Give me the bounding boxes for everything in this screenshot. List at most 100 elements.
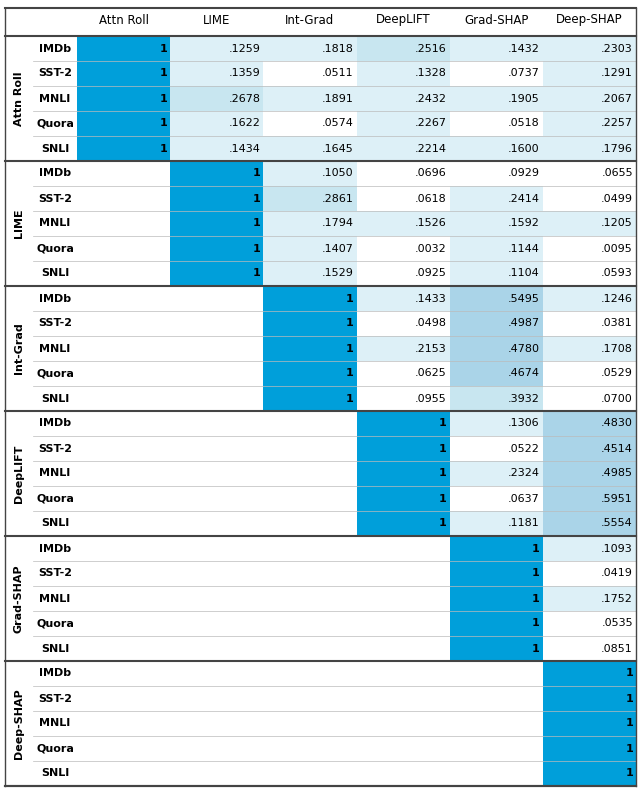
Text: .1526: .1526 — [415, 219, 447, 228]
Text: .4780: .4780 — [508, 344, 540, 353]
Text: 1: 1 — [439, 494, 447, 503]
Text: .2414: .2414 — [508, 194, 540, 204]
Bar — [543, 486, 636, 511]
Bar — [356, 136, 450, 161]
Text: .0637: .0637 — [508, 494, 540, 503]
Text: .2153: .2153 — [415, 344, 447, 353]
Text: .0518: .0518 — [508, 118, 540, 129]
Bar — [356, 186, 450, 211]
Bar — [450, 161, 543, 186]
Text: .0574: .0574 — [322, 118, 353, 129]
Text: .2432: .2432 — [415, 93, 447, 103]
Text: MNLI: MNLI — [40, 593, 70, 604]
Bar — [543, 511, 636, 536]
Text: .1104: .1104 — [508, 269, 540, 279]
Bar — [450, 411, 543, 436]
Bar — [543, 436, 636, 461]
Bar — [543, 386, 636, 411]
Bar — [356, 461, 450, 486]
Bar — [543, 186, 636, 211]
Text: .5554: .5554 — [601, 518, 633, 529]
Text: .1093: .1093 — [601, 544, 633, 554]
Text: SNLI: SNLI — [41, 144, 69, 153]
Text: SNLI: SNLI — [41, 769, 69, 778]
Bar — [450, 486, 543, 511]
Bar — [356, 536, 450, 561]
Text: Grad-SHAP: Grad-SHAP — [14, 564, 24, 633]
Bar — [356, 636, 450, 661]
Text: 1: 1 — [625, 769, 633, 778]
Text: .2257: .2257 — [601, 118, 633, 129]
Text: .4985: .4985 — [601, 468, 633, 479]
Bar — [263, 686, 356, 711]
Bar — [263, 461, 356, 486]
Bar — [450, 286, 543, 311]
Text: DeepLIFT: DeepLIFT — [376, 13, 430, 27]
Bar — [263, 236, 356, 261]
Text: .1259: .1259 — [228, 43, 260, 54]
Bar — [450, 186, 543, 211]
Bar — [450, 536, 543, 561]
Text: .1752: .1752 — [601, 593, 633, 604]
Bar — [170, 736, 263, 761]
Text: SNLI: SNLI — [41, 269, 69, 279]
Text: .0700: .0700 — [601, 393, 633, 404]
Bar — [450, 736, 543, 761]
Bar — [450, 686, 543, 711]
Bar — [77, 336, 170, 361]
Text: 1: 1 — [439, 419, 447, 428]
Text: 1: 1 — [159, 118, 167, 129]
Bar — [450, 561, 543, 586]
Bar — [77, 411, 170, 436]
Bar — [263, 261, 356, 286]
Text: SST-2: SST-2 — [38, 69, 72, 78]
Text: .2067: .2067 — [601, 93, 633, 103]
Bar — [356, 561, 450, 586]
Text: .2267: .2267 — [415, 118, 447, 129]
Bar — [356, 111, 450, 136]
Bar — [77, 211, 170, 236]
Text: 1: 1 — [532, 644, 540, 653]
Text: .0498: .0498 — [415, 318, 447, 329]
Text: .0593: .0593 — [601, 269, 633, 279]
Bar — [170, 261, 263, 286]
Bar — [450, 111, 543, 136]
Text: .1529: .1529 — [322, 269, 353, 279]
Bar — [356, 611, 450, 636]
Bar — [356, 661, 450, 686]
Bar — [77, 761, 170, 786]
Text: .2516: .2516 — [415, 43, 447, 54]
Text: 1: 1 — [439, 443, 447, 453]
Text: 1: 1 — [346, 368, 353, 378]
Text: .0625: .0625 — [415, 368, 447, 378]
Bar — [263, 61, 356, 86]
Text: 1: 1 — [346, 344, 353, 353]
Bar — [543, 636, 636, 661]
Text: 1: 1 — [625, 694, 633, 704]
Bar — [170, 211, 263, 236]
Bar — [543, 761, 636, 786]
Text: .1622: .1622 — [228, 118, 260, 129]
Text: 1: 1 — [532, 544, 540, 554]
Bar — [356, 286, 450, 311]
Text: .1891: .1891 — [322, 93, 353, 103]
Text: SNLI: SNLI — [41, 393, 69, 404]
Text: DeepLIFT: DeepLIFT — [14, 444, 24, 502]
Text: 1: 1 — [532, 619, 540, 629]
Bar — [263, 536, 356, 561]
Text: SST-2: SST-2 — [38, 443, 72, 453]
Bar — [170, 761, 263, 786]
Bar — [263, 511, 356, 536]
Bar — [77, 286, 170, 311]
Bar — [450, 261, 543, 286]
Bar — [170, 61, 263, 86]
Bar — [450, 136, 543, 161]
Bar — [77, 486, 170, 511]
Bar — [170, 636, 263, 661]
Bar — [170, 311, 263, 336]
Bar — [450, 311, 543, 336]
Bar — [356, 361, 450, 386]
Bar — [77, 586, 170, 611]
Text: .0499: .0499 — [601, 194, 633, 204]
Bar — [543, 561, 636, 586]
